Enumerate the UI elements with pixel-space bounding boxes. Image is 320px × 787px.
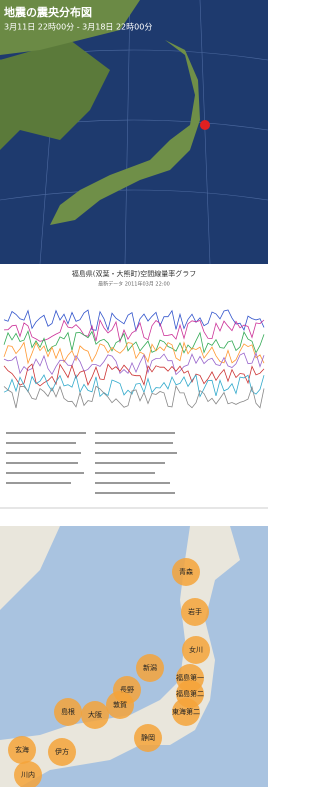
plant-label: 女川 [189, 645, 203, 654]
plant-label: 伊方 [55, 747, 69, 756]
quake-map: 地震の震央分布図 3月11日 22時00分 - 3月18日 22時00分 [0, 0, 268, 264]
page: 地震の震央分布図 3月11日 22時00分 - 3月18日 22時00分 福島県… [0, 0, 268, 787]
plant-label: 玄海 [15, 745, 29, 754]
graph-bg [0, 264, 268, 526]
plant-label: 岩手 [188, 607, 202, 616]
dose-graph: 福島県(双葉・大熊町)空間線量率グラフ 最新データ 2011年03月 22:00 [0, 264, 268, 526]
plant-label: 大阪 [88, 710, 102, 719]
plant-label: 新潟 [143, 663, 157, 672]
plant-label: 福島第二 [176, 689, 204, 698]
graph-title: 福島県(双葉・大熊町)空間線量率グラフ [72, 269, 196, 278]
plant-label: 敦賀 [113, 700, 127, 709]
map-subtitle: 3月11日 22時00分 - 3月18日 22時00分 [4, 23, 152, 32]
plant-label: 東海第二 [172, 707, 200, 716]
collage: 地震の震央分布図 3月11日 22時00分 - 3月18日 22時00分 福島県… [0, 0, 268, 787]
plant-label: 島根 [61, 707, 75, 716]
plant-label: 静岡 [141, 733, 155, 742]
graph-subtitle: 最新データ 2011年03月 22:00 [98, 281, 170, 288]
map-title: 地震の震央分布図 [4, 5, 92, 19]
plant-label: 川内 [21, 770, 35, 779]
plant-label: 青森 [179, 567, 193, 576]
epicenter [200, 120, 210, 130]
